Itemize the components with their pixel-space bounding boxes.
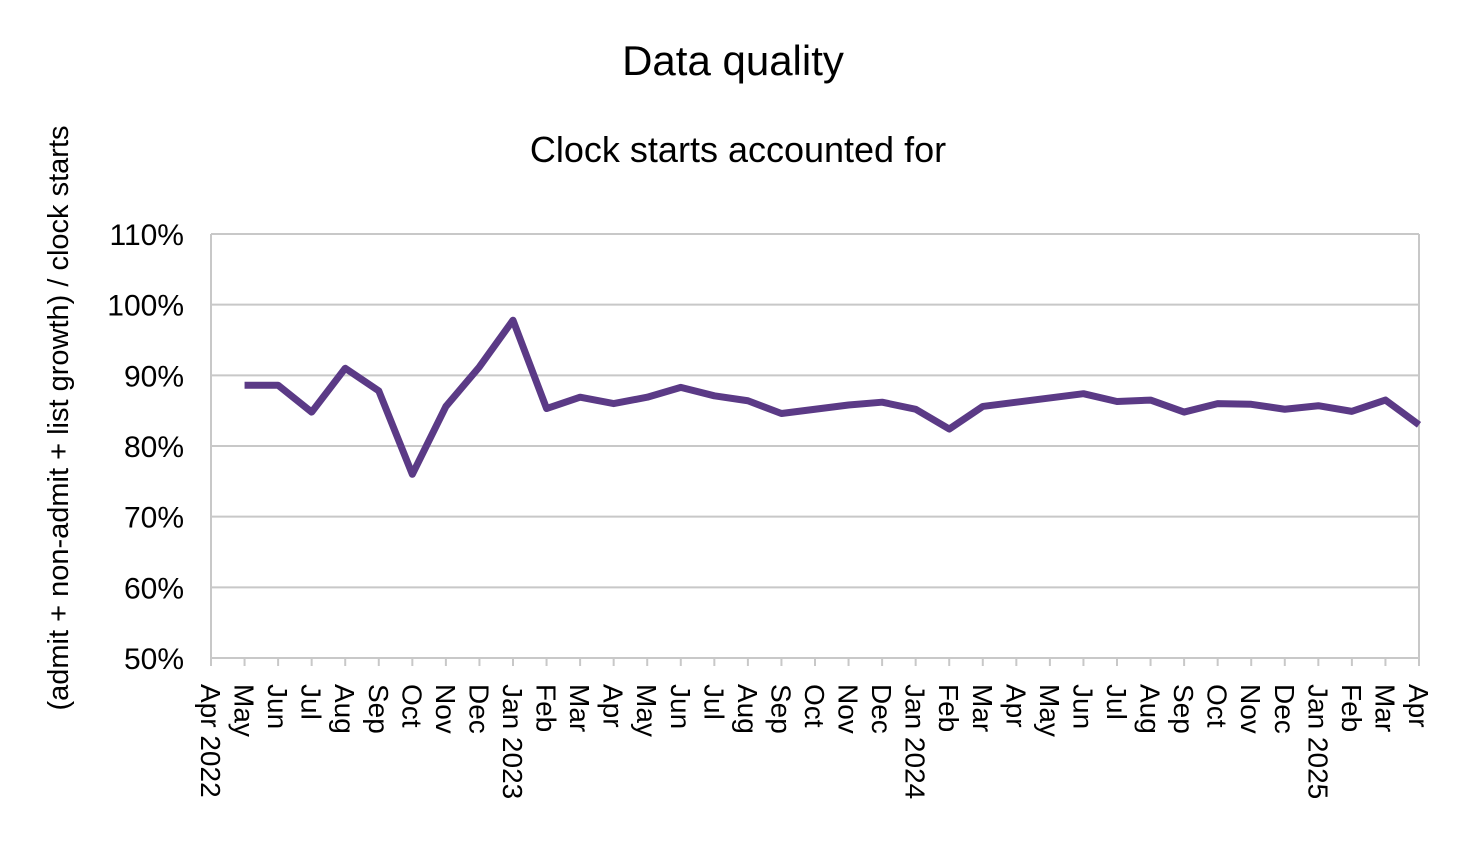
data-point [915,408,917,410]
data-point [881,401,883,403]
series-layer [244,316,1422,478]
y-tick-label: 70% [124,502,184,535]
data-point [546,408,548,410]
data-point [713,395,715,397]
data-point [378,390,380,392]
data-point [1384,399,1386,401]
data-point [814,408,816,410]
x-tick-label: Mar [1369,684,1400,732]
data-point [344,367,346,369]
x-tick-label: Feb [531,684,562,732]
data-point [277,384,279,386]
plot-grid [210,233,1420,659]
data-point [1082,393,1084,395]
data-point [1418,424,1420,426]
data-point [445,405,447,407]
x-tick-label: Jun [665,684,696,729]
data-point [1015,401,1017,403]
data-point [1049,397,1051,399]
x-tick-label: Sep [363,684,394,734]
y-tick-labels: 50% 60% 70% 80% 90% 100% 110% [107,219,184,676]
x-tick-label: Aug [1135,684,1166,734]
chart-title: Data quality [622,37,844,84]
x-tick-label: Jul [1101,684,1132,720]
y-tick-label: 60% [124,572,184,605]
x-tick-label: Aug [329,684,360,734]
y-axis-label: (admit + non-admit + list growth) / cloc… [43,125,75,710]
data-point [244,384,246,386]
data-point [613,403,615,405]
x-tick-labels: Apr 2022 May Jun Jul Aug Sep Oct Nov Dec Jan 2023… [195,658,1434,799]
x-tick-label: Dec [866,684,897,734]
x-tick-label: Jul [296,684,327,720]
x-tick-label: Nov [430,684,461,734]
data-point [780,412,782,414]
x-tick-label: Dec [463,684,494,734]
data-point [1116,400,1118,402]
data-point [747,400,749,402]
x-tick-label: May [1034,684,1065,737]
x-tick-label: Dec [1269,684,1300,734]
x-tick-label: Feb [1336,684,1367,732]
x-tick-label: Oct [799,684,830,728]
data-point [1217,403,1219,405]
data-point [1317,405,1319,407]
x-tick-label: Jan 2025 [1302,684,1333,799]
data-point [311,411,313,413]
x-tick-label: Mar [967,684,998,732]
x-tick-label: Jul [698,684,729,720]
data-point [1183,411,1185,413]
data-point [948,428,950,430]
data-point [579,396,581,398]
data-point [1150,399,1152,401]
x-tick-label: Apr [598,684,629,728]
data-point [1351,410,1353,412]
x-tick-label: Oct [396,684,427,728]
x-tick-label: Apr [1000,684,1031,728]
x-tick-label: Jan 2024 [900,684,931,799]
x-tick-label: Apr 2022 [195,684,226,798]
x-tick-label: Jun [262,684,293,729]
x-tick-label: Sep [1168,684,1199,734]
data-point [982,405,984,407]
chart-subtitle: Clock starts accounted for [530,129,946,170]
data-point [1250,403,1252,405]
x-tick-label: May [229,684,260,737]
y-tick-label: 100% [107,290,184,323]
x-tick-label: Nov [833,684,864,734]
x-tick-label: Feb [933,684,964,732]
data-point [512,319,514,321]
y-tick-label: 50% [124,643,184,676]
series-line [244,316,1422,478]
data-point [848,404,850,406]
data-point [478,366,480,368]
x-tick-label: Apr [1403,684,1434,728]
data-point [1284,408,1286,410]
x-tick-label: Nov [1235,684,1266,734]
x-tick-label: May [631,684,662,737]
data-point [680,386,682,388]
x-tick-label: Oct [1202,684,1233,728]
x-tick-label: Sep [765,684,796,734]
x-tick-label: Jan 2023 [497,684,528,799]
data-point [411,473,413,475]
x-tick-label: Jun [1067,684,1098,729]
y-tick-label: 90% [124,360,184,393]
y-tick-label: 110% [109,219,184,252]
x-tick-label: Aug [732,684,763,734]
x-tick-label: Mar [564,684,595,732]
data-point [646,396,648,398]
y-tick-label: 80% [124,431,184,464]
